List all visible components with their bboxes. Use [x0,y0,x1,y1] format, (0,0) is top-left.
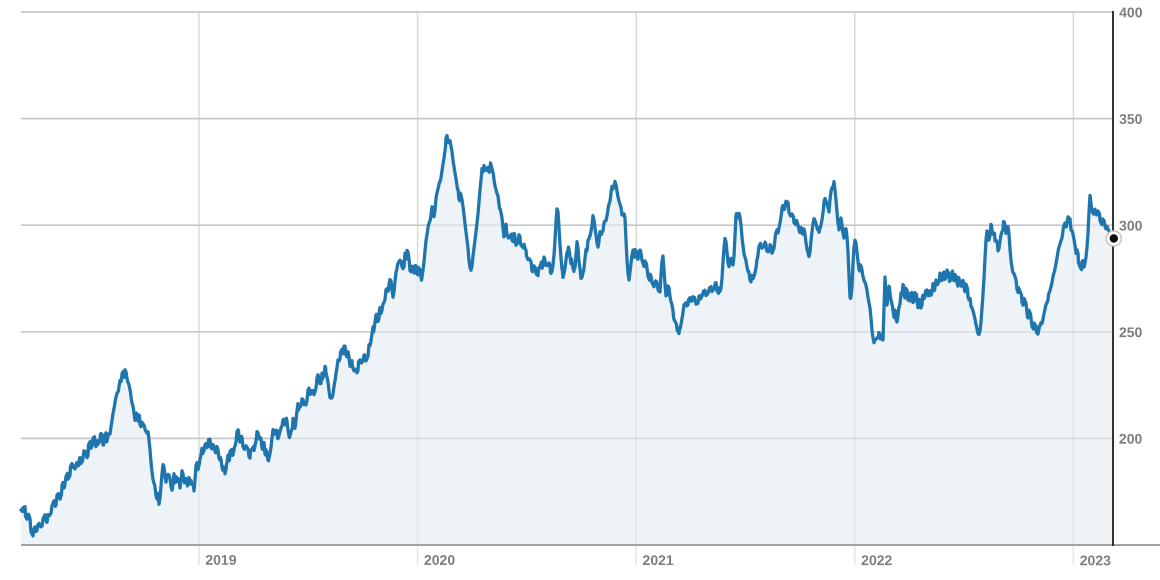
svg-text:250: 250 [1119,324,1143,340]
svg-text:2022: 2022 [861,552,892,568]
svg-text:200: 200 [1119,431,1143,447]
svg-text:400: 400 [1119,4,1143,20]
svg-text:2023: 2023 [1080,552,1111,568]
svg-text:2019: 2019 [205,552,236,568]
svg-text:2021: 2021 [643,552,674,568]
svg-text:2020: 2020 [424,552,455,568]
svg-text:350: 350 [1119,111,1143,127]
svg-text:300: 300 [1119,217,1143,233]
